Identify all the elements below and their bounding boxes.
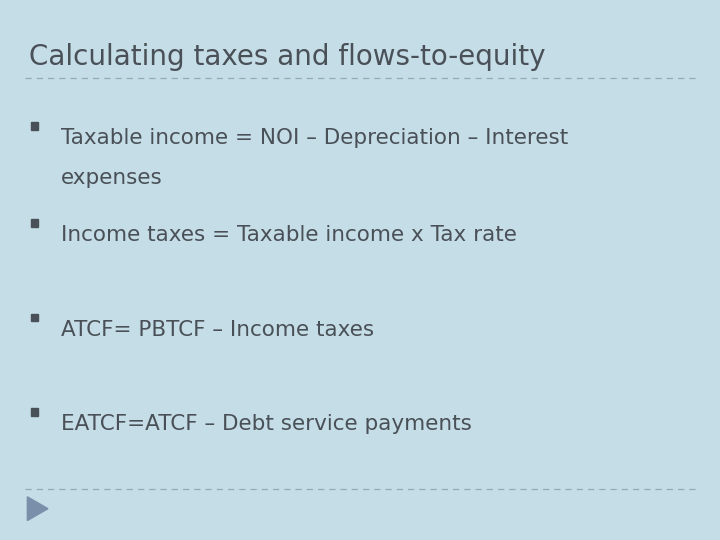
Text: Calculating taxes and flows-to-equity: Calculating taxes and flows-to-equity [29,43,545,71]
Text: Taxable income = NOI – Depreciation – Interest: Taxable income = NOI – Depreciation – In… [61,128,569,148]
Bar [32,219,38,227]
Text: expenses: expenses [61,168,163,188]
Polygon shape [27,497,48,521]
Text: ATCF= PBTCF – Income taxes: ATCF= PBTCF – Income taxes [61,320,374,340]
Bar [32,314,38,321]
Bar [32,408,38,416]
Text: EATCF=ATCF – Debt service payments: EATCF=ATCF – Debt service payments [61,414,472,434]
Text: Income taxes = Taxable income x Tax rate: Income taxes = Taxable income x Tax rate [61,225,517,245]
Bar [32,122,38,130]
